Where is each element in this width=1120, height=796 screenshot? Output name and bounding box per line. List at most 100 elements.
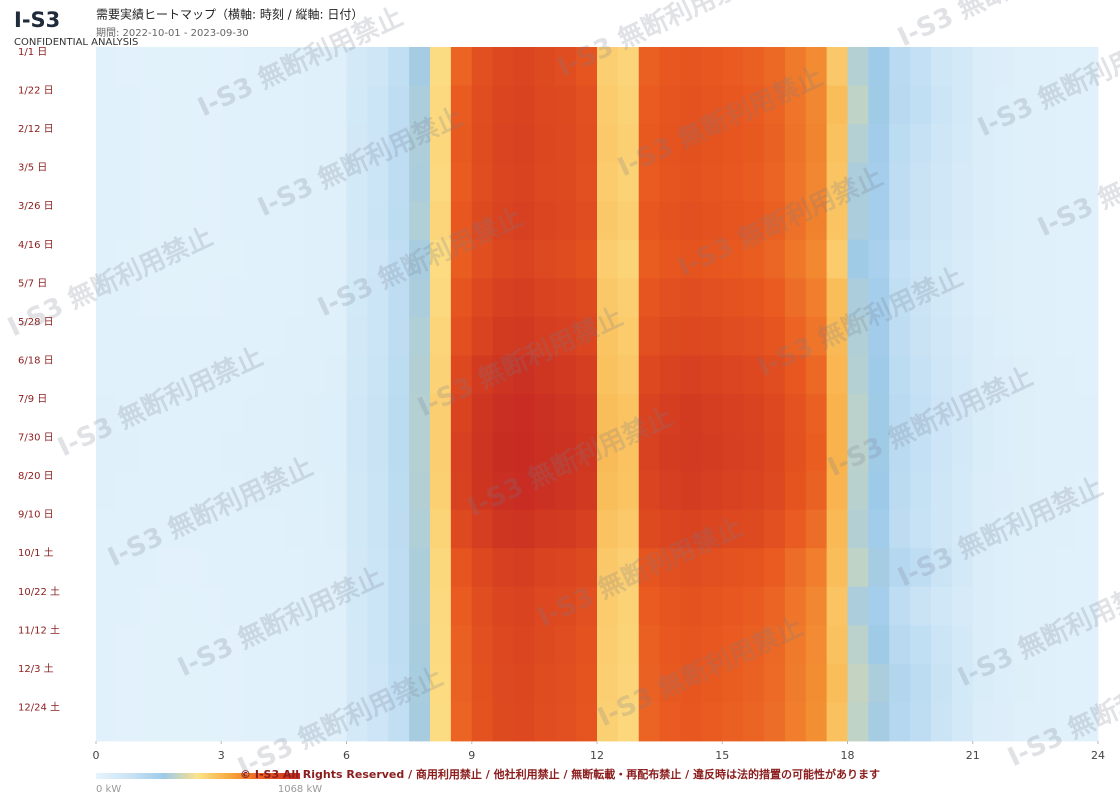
heat-cell bbox=[242, 162, 264, 202]
heat-cell bbox=[972, 702, 995, 742]
heat-cell bbox=[597, 432, 619, 472]
heat-cell bbox=[137, 201, 160, 241]
y-tick-label: 2/12 日 bbox=[18, 124, 54, 135]
heat-cell bbox=[638, 85, 661, 125]
heat-cell bbox=[972, 85, 995, 125]
heat-cell bbox=[805, 663, 828, 703]
heat-cell bbox=[200, 509, 222, 549]
heat-cell bbox=[889, 355, 911, 395]
heat-cell bbox=[283, 316, 306, 356]
heat-cell bbox=[680, 201, 702, 241]
heat-cell bbox=[972, 355, 995, 395]
heat-cell bbox=[158, 586, 180, 626]
heat-cell bbox=[826, 394, 848, 433]
heat-cell bbox=[388, 625, 410, 665]
heat-cell bbox=[116, 201, 139, 241]
heat-cell bbox=[931, 201, 953, 241]
heat-cell bbox=[1056, 394, 1078, 433]
heat-cell bbox=[784, 432, 807, 472]
heat-cell bbox=[951, 663, 974, 703]
heat-cell bbox=[263, 702, 285, 742]
heat-cell bbox=[450, 316, 473, 356]
heat-cell bbox=[889, 548, 911, 588]
heat-cell bbox=[951, 548, 974, 588]
heat-cell bbox=[1056, 316, 1078, 356]
heat-cell bbox=[513, 471, 535, 511]
y-tick-label: 1/22 日 bbox=[18, 86, 54, 97]
heat-cell bbox=[388, 509, 410, 549]
heat-cell bbox=[722, 162, 744, 202]
heat-cell bbox=[951, 586, 974, 626]
heat-cell bbox=[304, 663, 327, 703]
heat-cell bbox=[534, 278, 556, 318]
heat-cell bbox=[951, 625, 974, 665]
heat-cell bbox=[304, 548, 327, 588]
heat-cell bbox=[471, 124, 494, 164]
heat-cell bbox=[325, 394, 347, 433]
heat-cell bbox=[200, 702, 222, 742]
heat-cell bbox=[534, 394, 556, 433]
heat-cell bbox=[221, 239, 243, 279]
chart-subtitle: 期間: 2022-10-01 - 2023-09-30 bbox=[96, 27, 249, 39]
heat-cell bbox=[659, 625, 681, 665]
heat-cell bbox=[200, 471, 222, 511]
heat-cell bbox=[826, 432, 848, 472]
heat-cell bbox=[951, 316, 974, 356]
heat-cell bbox=[513, 625, 535, 665]
heat-cell bbox=[617, 625, 640, 665]
heat-cell bbox=[367, 702, 389, 742]
heat-cell bbox=[889, 85, 911, 125]
heat-cell bbox=[242, 471, 264, 511]
heat-cell bbox=[200, 355, 222, 395]
heat-cell bbox=[242, 432, 264, 472]
heat-cell bbox=[283, 702, 306, 742]
heat-cell bbox=[597, 278, 619, 318]
heat-cell bbox=[471, 85, 494, 125]
heat-cell bbox=[492, 432, 514, 472]
heat-cell bbox=[450, 471, 473, 511]
heat-cell bbox=[409, 471, 431, 511]
heat-cell bbox=[534, 702, 556, 742]
heat-cell bbox=[263, 278, 285, 318]
heat-cell bbox=[638, 509, 661, 549]
heat-cell bbox=[659, 124, 681, 164]
heat-cell bbox=[597, 394, 619, 433]
heat-cell bbox=[263, 355, 285, 395]
heat-cell bbox=[283, 471, 306, 511]
heat-cell bbox=[263, 239, 285, 279]
heat-cell bbox=[931, 586, 953, 626]
heat-cell bbox=[555, 509, 577, 549]
heat-cell bbox=[283, 47, 306, 86]
heat-cell bbox=[388, 124, 410, 164]
heat-cell bbox=[492, 548, 514, 588]
heat-cell bbox=[1035, 316, 1057, 356]
heat-cell bbox=[409, 85, 431, 125]
heat-cell bbox=[179, 432, 201, 472]
heat-cell bbox=[179, 278, 201, 318]
heat-cell bbox=[576, 355, 598, 395]
heat-cell bbox=[1035, 278, 1057, 318]
heat-cell bbox=[1056, 663, 1078, 703]
heat-cell bbox=[993, 124, 1015, 164]
heat-cell bbox=[96, 355, 118, 395]
heat-cell bbox=[263, 85, 285, 125]
heat-cell bbox=[325, 316, 347, 356]
heat-cell bbox=[805, 316, 828, 356]
heat-cell bbox=[137, 471, 160, 511]
heat-cell bbox=[680, 509, 702, 549]
heat-cell bbox=[638, 162, 661, 202]
heat-cell bbox=[743, 394, 765, 433]
heat-cell bbox=[1056, 471, 1078, 511]
heat-cell bbox=[743, 663, 765, 703]
heat-cell bbox=[137, 663, 160, 703]
heat-cell bbox=[910, 625, 932, 665]
heat-cell bbox=[221, 625, 243, 665]
heat-cell bbox=[722, 509, 744, 549]
heat-cell bbox=[492, 85, 514, 125]
heat-cell bbox=[325, 239, 347, 279]
heat-cell bbox=[576, 625, 598, 665]
heat-cell bbox=[116, 162, 139, 202]
heat-cell bbox=[722, 625, 744, 665]
heat-cell bbox=[743, 702, 765, 742]
heat-cell bbox=[325, 625, 347, 665]
